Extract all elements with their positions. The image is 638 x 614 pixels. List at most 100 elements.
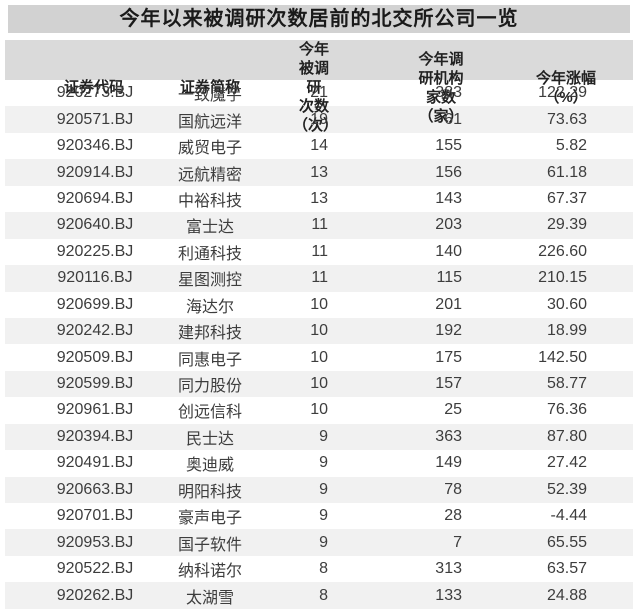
name-cell: 海达尔 <box>185 298 234 316</box>
table-row: 920346.BJ 威贸电子 14 155 5.82 <box>5 132 633 160</box>
column-header-institutions: 今年调研机构 家数（家） <box>418 50 464 125</box>
table-row: 920273.BJ 一致魔芋 21 383 122.29 <box>5 80 633 107</box>
code-cell: 920491.BJ <box>56 454 134 472</box>
table-row: 920394.BJ 民士达 9 363 87.80 <box>5 423 633 451</box>
code-cell: 920394.BJ <box>56 427 134 445</box>
code-cell: 920694.BJ <box>56 189 134 207</box>
table-body: 920273.BJ 一致魔芋 21 383 122.29 920571.BJ 国航远洋 19 6… <box>5 80 633 609</box>
name-cell: 豪声电子 <box>177 510 242 528</box>
table-row: 920491.BJ 奥迪威 9 149 27.42 <box>5 450 633 477</box>
code-cell: 920242.BJ <box>56 322 134 340</box>
table-row: 920509.BJ 同惠电子 10 175 142.50 <box>5 344 633 371</box>
institutions-cell: 28 <box>444 507 462 525</box>
visits-cell: 8 <box>319 586 328 604</box>
name-cell: 同惠电子 <box>177 351 242 369</box>
gain-cell: 52.39 <box>546 480 587 498</box>
gain-cell: 58.77 <box>546 375 587 393</box>
institutions-cell: 61 <box>444 110 462 128</box>
institutions-cell: 7 <box>453 533 462 551</box>
visits-cell: 10 <box>310 348 328 366</box>
gain-cell: 76.36 <box>546 401 587 419</box>
gain-cell: 18.99 <box>546 322 587 340</box>
gain-cell: 142.50 <box>538 348 587 366</box>
visits-cell: 8 <box>319 560 328 578</box>
code-cell: 920522.BJ <box>56 560 134 578</box>
gain-cell: 30.60 <box>546 295 587 313</box>
visits-cell: 10 <box>310 295 328 313</box>
gain-cell: 210.15 <box>538 269 587 287</box>
institutions-cell: 383 <box>435 84 462 102</box>
code-cell: 920961.BJ <box>56 401 134 419</box>
visits-cell: 9 <box>319 454 328 472</box>
visits-cell: 11 <box>311 242 328 260</box>
name-cell: 纳科诺尔 <box>177 563 242 581</box>
code-cell: 920571.BJ <box>56 110 134 128</box>
table-row: 920225.BJ 利通科技 11 140 226.60 <box>5 238 633 266</box>
institutions-cell: 149 <box>435 454 462 472</box>
code-cell: 920346.BJ <box>56 137 134 155</box>
gain-cell: 61.18 <box>546 163 587 181</box>
visits-cell: 21 <box>310 84 328 102</box>
institutions-cell: 156 <box>435 163 462 181</box>
visits-cell: 10 <box>310 322 328 340</box>
column-header-name: 证券简称 <box>179 79 240 96</box>
gain-cell: 87.80 <box>546 427 587 445</box>
table-row: 920262.BJ 太湖雪 8 133 24.88 <box>5 582 633 609</box>
name-cell: 明阳科技 <box>177 483 242 501</box>
name-cell: 奥迪威 <box>185 457 234 475</box>
name-cell: 创远信科 <box>177 404 242 422</box>
gain-cell: 63.57 <box>546 560 587 578</box>
visits-cell: 9 <box>319 533 328 551</box>
gain-cell: 5.82 <box>555 137 587 155</box>
gain-cell: 27.42 <box>546 454 587 472</box>
code-cell: 920953.BJ <box>56 533 134 551</box>
code-cell: 920699.BJ <box>56 295 134 313</box>
table-row: 920599.BJ 同力股份 10 157 58.77 <box>5 370 633 398</box>
institutions-cell: 313 <box>435 560 462 578</box>
name-cell: 星图测控 <box>177 272 242 290</box>
institutions-cell: 78 <box>444 480 462 498</box>
name-cell: 远航精密 <box>177 166 242 184</box>
table-row: 920242.BJ 建邦科技 10 192 18.99 <box>5 317 633 345</box>
name-cell: 威贸电子 <box>177 140 242 158</box>
institutions-cell: 157 <box>435 375 462 393</box>
gain-cell: 29.39 <box>546 216 587 234</box>
gain-cell: 65.55 <box>546 533 587 551</box>
table-row: 920699.BJ 海达尔 10 201 30.60 <box>5 291 633 318</box>
institutions-cell: 115 <box>436 269 462 287</box>
name-cell: 中裕科技 <box>177 192 242 210</box>
institutions-cell: 133 <box>435 586 462 604</box>
code-cell: 920663.BJ <box>56 480 134 498</box>
institutions-cell: 201 <box>435 295 462 313</box>
companies-table: 证券代码 证券简称 今年被调研 次数（次） 今年调研机构 家数（家） 今年涨幅 … <box>5 40 633 609</box>
gain-cell: 226.60 <box>538 242 587 260</box>
table-row: 920571.BJ 国航远洋 19 61 73.63 <box>5 106 633 133</box>
table-row: 920961.BJ 创远信科 10 25 76.36 <box>5 397 633 424</box>
gain-cell: 122.29 <box>538 84 587 102</box>
code-cell: 920262.BJ <box>56 586 134 604</box>
institutions-cell: 140 <box>435 242 462 260</box>
column-header-gain: 今年涨幅 （%） <box>535 69 596 106</box>
table-header-row: 证券代码 证券简称 今年被调研 次数（次） 今年调研机构 家数（家） 今年涨幅 … <box>5 40 633 134</box>
visits-cell: 9 <box>319 507 328 525</box>
visits-cell: 13 <box>310 189 328 207</box>
table-row: 920522.BJ 纳科诺尔 8 313 63.57 <box>5 555 633 583</box>
visits-cell: 13 <box>310 163 328 181</box>
bse-research-table-page: 今年以来被调研次数居前的北交所公司一览 证券代码 证券简称 今年被调研 次数（次… <box>0 5 638 609</box>
name-cell: 太湖雪 <box>185 589 234 607</box>
institutions-cell: 203 <box>435 216 462 234</box>
code-cell: 920701.BJ <box>56 507 134 525</box>
table-title: 今年以来被调研次数居前的北交所公司一览 <box>8 5 630 33</box>
gain-cell: -4.44 <box>550 507 587 525</box>
code-cell: 920509.BJ <box>56 348 134 366</box>
gain-cell: 24.88 <box>546 586 587 604</box>
visits-cell: 9 <box>319 427 328 445</box>
code-cell: 920116.BJ <box>57 269 133 287</box>
code-cell: 920914.BJ <box>56 163 134 181</box>
institutions-cell: 192 <box>435 322 462 340</box>
table-row: 920663.BJ 明阳科技 9 78 52.39 <box>5 476 633 503</box>
visits-cell: 11 <box>311 269 328 287</box>
code-cell: 920225.BJ <box>56 242 134 260</box>
gain-cell: 67.37 <box>546 189 587 207</box>
visits-cell: 14 <box>310 137 328 155</box>
